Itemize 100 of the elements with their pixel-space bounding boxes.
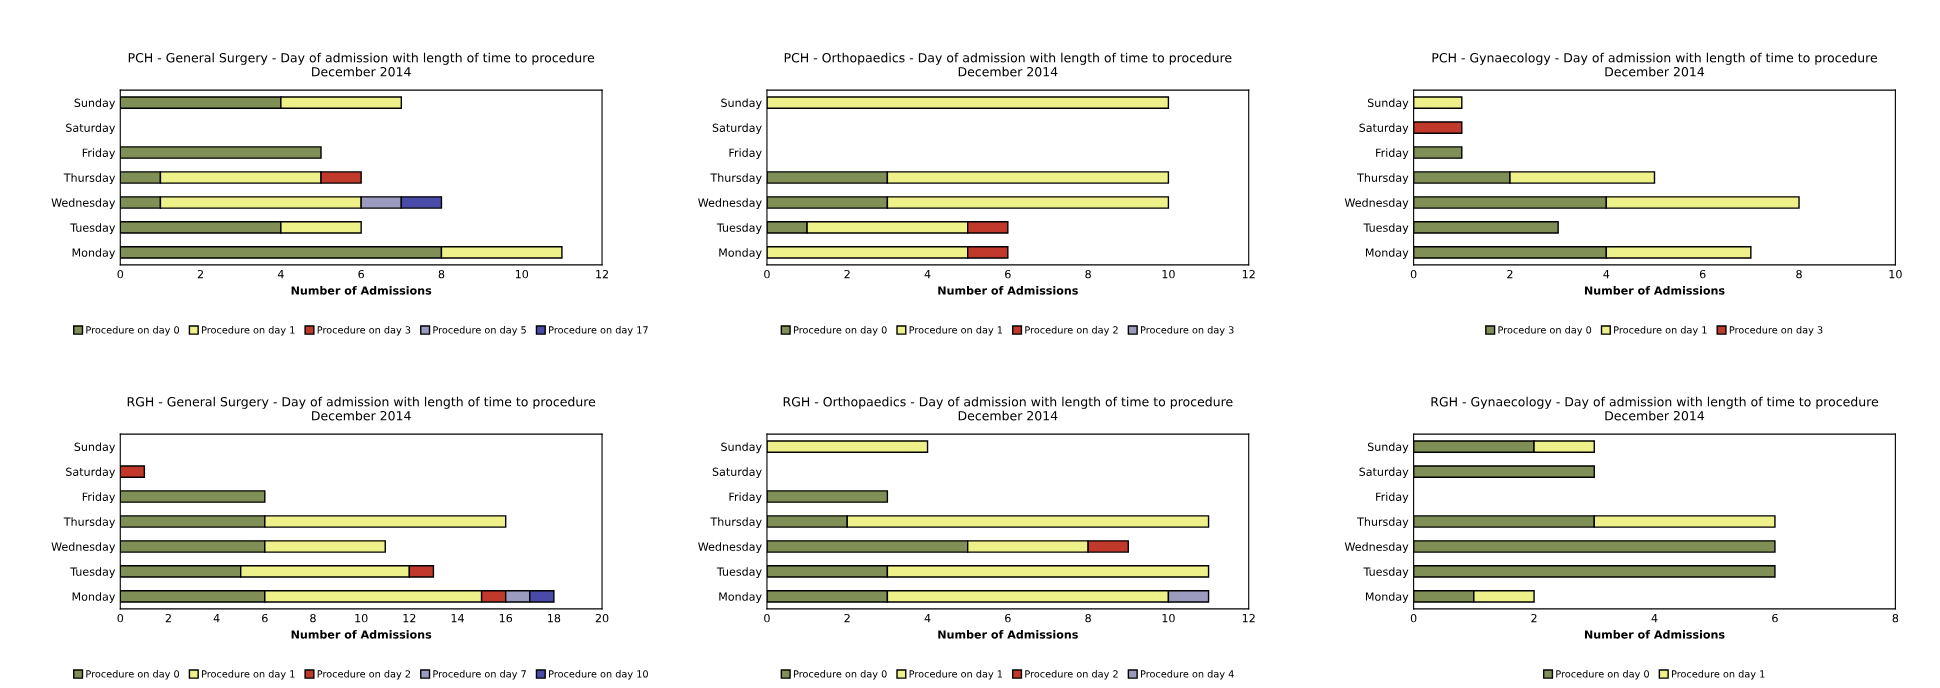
y-tick-label: Thursday: [1357, 517, 1409, 529]
y-tick-label: Friday: [1376, 148, 1409, 160]
y-tick-label: Saturday: [712, 123, 762, 135]
y-tick-label: Sunday: [721, 98, 762, 110]
x-tick-label: 4: [277, 270, 284, 279]
x-tick-label: 0: [117, 613, 124, 623]
y-tick-label: Tuesday: [70, 567, 116, 578]
y-tick-label: Tuesday: [1363, 567, 1409, 578]
x-tick-label: 0: [1410, 269, 1417, 279]
y-tick-label: Monday: [719, 248, 762, 259]
y-tick-label: Wednesday: [698, 542, 762, 553]
x-tick-label: 2: [1507, 269, 1513, 279]
x-axis-title: Number of Admissions: [291, 630, 432, 639]
x-tick-label: 6: [262, 613, 268, 623]
y-tick-label: Friday: [729, 492, 762, 504]
y-tick-label: Friday: [82, 492, 116, 504]
x-tick-label: 4: [213, 614, 220, 623]
x-tick-label: 4: [924, 614, 931, 623]
legend-label: Procedure on day 7: [433, 670, 526, 680]
x-tick-label: 6: [1005, 613, 1011, 623]
y-tick-label: Tuesday: [716, 223, 762, 234]
y-tick-label: Sunday: [74, 442, 116, 454]
x-tick-label: 2: [165, 613, 171, 623]
y-tick-label: Saturday: [66, 123, 116, 135]
x-tick-label: 8: [438, 269, 445, 279]
x-tick-label: 2: [197, 269, 203, 279]
x-tick-label: 0: [1410, 613, 1417, 623]
legend-label: Procedure on day 3: [317, 326, 411, 336]
x-tick-label: 0: [764, 269, 770, 279]
legend-label: Procedure on day 3: [1729, 326, 1823, 336]
y-tick-label: Wednesday: [1344, 198, 1409, 209]
legend-label: Procedure on day 0: [793, 670, 887, 680]
legend-label: Procedure on day 1: [202, 670, 295, 680]
x-tick-label: 4: [1651, 614, 1658, 623]
x-tick-label: 10: [1889, 269, 1902, 279]
y-tick-label: Sunday: [74, 98, 116, 110]
legend-label: Procedure on day 2: [1025, 326, 1118, 336]
x-tick-label: 16: [499, 613, 513, 623]
x-tick-label: 10: [355, 613, 368, 623]
y-tick-label: Friday: [1376, 492, 1409, 504]
x-tick-label: 8: [310, 613, 316, 623]
legend-label: Procedure on day 0: [1556, 670, 1649, 680]
y-tick-label: Thursday: [1357, 173, 1409, 185]
legend-label: Procedure on day 4: [1140, 670, 1234, 680]
y-tick-label: Monday: [719, 592, 762, 603]
x-tick-label: 12: [1242, 269, 1255, 279]
x-tick-label: 2: [844, 613, 850, 623]
y-tick-label: Sunday: [1367, 442, 1409, 454]
chart-subtitle: December 2014: [1605, 66, 1705, 77]
y-tick-label: Sunday: [721, 442, 762, 454]
x-tick-label: 14: [451, 614, 464, 623]
y-tick-label: Tuesday: [70, 223, 116, 234]
x-axis-title: Number of Admissions: [1584, 630, 1725, 639]
x-tick-label: 10: [1162, 269, 1175, 279]
y-tick-label: Monday: [1365, 592, 1409, 603]
chart-subtitle: December 2014: [312, 410, 411, 421]
legend-label: Procedure on day 1: [909, 326, 1003, 336]
x-tick-label: 8: [1892, 613, 1899, 623]
y-tick-label: Saturday: [712, 467, 762, 479]
x-tick-label: 12: [403, 613, 416, 623]
x-tick-label: 8: [1085, 613, 1091, 623]
x-tick-label: 6: [358, 269, 364, 279]
x-axis-title: Number of Admissions: [1584, 286, 1725, 295]
legend-label: Procedure on day 1: [202, 326, 295, 336]
y-tick-label: Monday: [72, 592, 116, 603]
chart-subtitle: December 2014: [958, 66, 1058, 77]
y-tick-label: Saturday: [1359, 467, 1409, 479]
chart-title: PCH - General Surgery - Day of admission with length of time to procedure: [128, 52, 595, 65]
legend-label: Procedure on day 0: [86, 670, 180, 680]
legend-label: Procedure on day 1: [1614, 326, 1707, 336]
y-tick-label: Thursday: [710, 517, 762, 529]
x-tick-label: 12: [596, 269, 608, 279]
legend-label: Procedure on day 1: [909, 670, 1003, 680]
legend-label: Procedure on day 0: [1498, 326, 1592, 336]
x-axis-title: Number of Admissions: [938, 286, 1078, 295]
x-tick-label: 0: [764, 613, 770, 623]
x-tick-label: 8: [1796, 269, 1802, 279]
y-tick-label: Monday: [72, 248, 116, 259]
x-tick-label: 0: [117, 269, 124, 279]
x-tick-label: 2: [844, 269, 850, 279]
chart-subtitle: December 2014: [1605, 410, 1705, 421]
x-axis-title: Number of Admissions: [291, 286, 432, 295]
x-tick-label: 6: [1005, 269, 1011, 279]
legend-label: Procedure on day 5: [433, 326, 526, 336]
legend-label: Procedure on day 2: [317, 670, 411, 680]
y-tick-label: Thursday: [63, 517, 116, 529]
x-tick-label: 8: [1085, 269, 1091, 279]
legend-label: Procedure on day 1: [1671, 670, 1765, 680]
chart-title: PCH - Orthopaedics - Day of admission with length of time to procedure: [784, 52, 1232, 65]
y-tick-label: Friday: [729, 148, 762, 160]
x-axis-title: Number of Admissions: [938, 630, 1078, 639]
y-tick-label: Wednesday: [698, 198, 762, 209]
y-tick-label: Saturday: [1359, 123, 1409, 135]
x-tick-label: 18: [548, 613, 561, 623]
y-tick-label: Monday: [1365, 248, 1409, 259]
legend-label: Procedure on day 3: [1140, 326, 1234, 336]
chart-title: PCH - Gynaecology - Day of admission with length of time to procedure: [1432, 52, 1878, 65]
chart-subtitle: December 2014: [958, 410, 1058, 421]
x-tick-label: 20: [595, 613, 609, 623]
y-tick-label: Thursday: [710, 173, 762, 185]
